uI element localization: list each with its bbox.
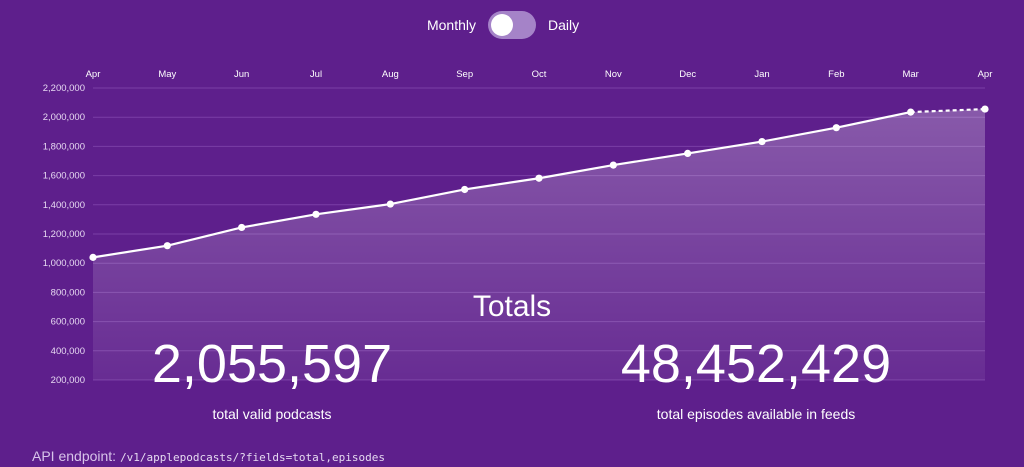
data-point [386,200,394,208]
podcasts-stat: 2,055,597 total valid podcasts [82,332,462,422]
y-tick-label: 2,000,000 [43,112,85,123]
x-tick-label: Nov [605,69,622,80]
data-point [758,137,766,146]
y-tick-label: 1,800,000 [43,141,85,152]
x-tick-label: Jun [234,69,249,80]
data-point [832,124,840,132]
x-tick-label: May [158,69,176,80]
podcasts-count: 2,055,597 [151,334,393,394]
x-tick-label: Sep [456,69,473,80]
y-tick-label: 200,000 [51,375,85,386]
data-point [684,149,692,158]
data-point [89,253,97,261]
x-tick-label: Mar [902,69,918,80]
episodes-count: 48,452,429 [620,334,892,394]
data-point [535,174,543,182]
api-endpoint-label: API endpoint: [32,448,117,464]
period-toggle-switch[interactable] [488,11,536,39]
x-tick-label: Feb [828,69,844,80]
podcasts-label: total valid podcasts [212,406,332,422]
data-point [461,185,469,194]
episodes-label: total episodes available in feeds [656,406,856,422]
x-tick-label: Jul [310,69,322,80]
data-point [163,242,171,250]
y-tick-label: 1,600,000 [43,171,85,182]
x-tick-label: Oct [532,69,547,80]
y-tick-label: 400,000 [51,346,85,357]
data-point [907,108,915,116]
monthly-label[interactable]: Monthly [426,17,476,33]
series-line [92,111,911,259]
episodes-stat: 48,452,429 total episodes available in f… [566,332,946,422]
toggle-knob[interactable] [491,14,513,36]
projection-line [910,107,986,114]
daily-label[interactable]: Daily [548,17,580,33]
y-tick-label: 800,000 [51,287,85,298]
y-tick-label: 1,200,000 [43,229,85,240]
y-tick-label: 1,000,000 [43,258,85,269]
data-point [609,161,617,169]
y-tick-label: 600,000 [51,317,85,328]
data-point [981,105,989,113]
totals-heading: Totals [472,290,552,323]
api-endpoint-path[interactable]: /v1/applepodcasts/?fields=total,episodes [120,451,385,464]
data-point [238,223,246,232]
data-point [312,210,320,218]
x-tick-label: Apr [86,69,101,80]
y-tick-label: 1,400,000 [43,200,85,211]
x-tick-label: Apr [978,69,993,80]
x-tick-label: Aug [382,69,399,80]
area-fill [93,109,985,381]
period-toggle-row: Monthly Daily [0,10,1024,40]
y-tick-label: 2,200,000 [43,83,85,94]
api-endpoint: API endpoint:/v1/applepodcasts/?fields=t… [32,448,385,464]
x-tick-label: Dec [679,69,696,80]
x-tick-label: Jan [754,69,769,80]
